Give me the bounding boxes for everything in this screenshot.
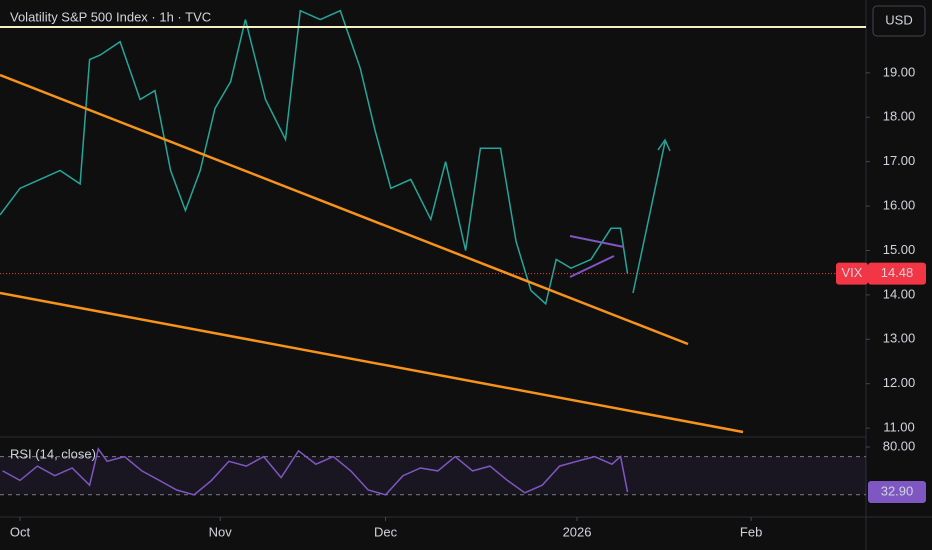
last-price-tag (868, 262, 926, 285)
y-tick-label: 18.00 (883, 109, 916, 124)
y-tick-label: 14.00 (883, 286, 916, 301)
y-tick-label: 80.00 (883, 438, 916, 453)
series-line (0, 9, 629, 306)
x-tick-label: Feb (740, 524, 762, 539)
x-tick-label: 2026 (563, 524, 592, 539)
x-tick-label: Dec (374, 524, 398, 539)
drawings (0, 26, 866, 434)
trend-line (0, 73, 689, 346)
triangle-line (569, 235, 625, 248)
y-tick-label: 11.00 (883, 420, 915, 435)
arrow-head (657, 138, 671, 152)
symbol-label: VIX (842, 265, 863, 280)
y-tick-label: 12.00 (883, 375, 916, 390)
series-line (2, 447, 629, 496)
currency-button[interactable] (872, 5, 926, 37)
y-tick-label: 17.00 (883, 153, 916, 168)
y-tick-label: 13.00 (883, 331, 916, 346)
y-tick-label: 19.00 (883, 64, 916, 79)
pane-title: RSI (14, close) (10, 446, 96, 461)
last-price-label: 32.90 (881, 483, 914, 498)
y-tick-label: 16.00 (883, 198, 916, 213)
trend-line (0, 291, 744, 434)
symbol-tag (836, 262, 868, 285)
y-tick-label: 15.00 (883, 242, 916, 257)
x-tick-label: Oct (10, 524, 31, 539)
rsi-band-fill (0, 456, 866, 495)
arrow (632, 141, 666, 294)
last-price-tag (868, 480, 926, 503)
triangle-line (569, 255, 615, 278)
last-price-label: 14.48 (881, 265, 914, 280)
x-tick-label: Nov (209, 524, 233, 539)
pane-title: Volatility S&P 500 Index · 1h · TVC (10, 9, 211, 24)
currency[interactable]: USD (885, 12, 912, 27)
